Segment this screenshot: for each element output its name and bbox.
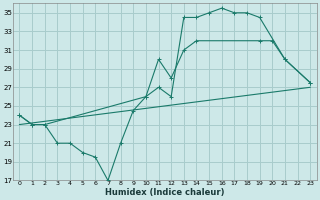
X-axis label: Humidex (Indice chaleur): Humidex (Indice chaleur) [105,188,225,197]
